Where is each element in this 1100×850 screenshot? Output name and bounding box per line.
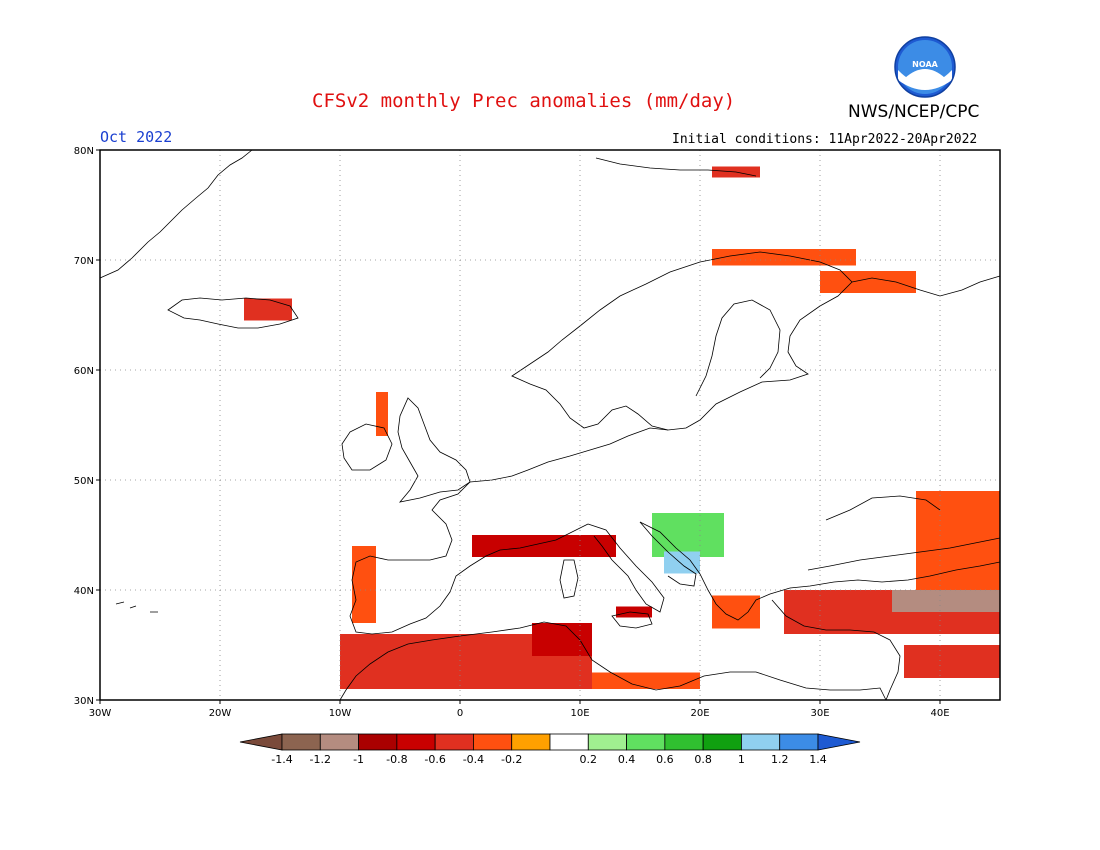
colorbar-label: 0.4 — [618, 753, 636, 766]
y-tick-label: 50N — [74, 476, 94, 487]
colorbar-label: -0.4 — [463, 753, 484, 766]
colorbar-label: 1 — [738, 753, 745, 766]
anomaly-region-norway-coast — [520, 304, 604, 359]
map-gridlines — [100, 150, 1000, 700]
noaa-logo-text: NOAA — [912, 60, 938, 69]
greenland-coastline — [99, 149, 253, 279]
anomaly-region-iceland-east — [244, 298, 292, 321]
colorbar-bin — [434, 733, 474, 751]
colorbar-bin — [358, 733, 398, 751]
colorbar-label: 0.8 — [694, 753, 712, 766]
anomaly-layer — [136, 166, 1000, 689]
map-title: CFSv2 monthly Prec anomalies (mm/day) — [312, 90, 736, 112]
balkans-coastline — [639, 521, 1001, 621]
y-tick-label: 60N — [74, 366, 94, 377]
great-britain-coastline — [397, 397, 471, 503]
russia-arctic-coastline — [851, 275, 1001, 297]
map-frame — [99, 149, 1001, 701]
colorbar-arrow-right — [817, 733, 861, 751]
organization-label: NWS/NCEP/CPC — [848, 102, 980, 122]
anomaly-region-kola-east — [820, 271, 916, 293]
colorbar-label: 0.6 — [656, 753, 674, 766]
colorbar-label: 0.2 — [580, 753, 598, 766]
colorbar-bin — [664, 733, 704, 751]
colorbar-bin — [549, 733, 589, 751]
anomaly-region-greece — [712, 595, 760, 629]
colorbar-bin — [281, 733, 321, 751]
colorbar-label: -0.8 — [386, 753, 407, 766]
north-africa-coastline — [339, 621, 887, 701]
anomaly-region-britain-france — [400, 447, 568, 491]
gulf-of-bothnia-coastline — [695, 299, 781, 397]
y-tick-label: 30N — [74, 696, 94, 707]
ireland-coastline — [341, 423, 393, 471]
y-tick-label: 70N — [74, 256, 94, 267]
x-tick-label: 20W — [209, 708, 232, 719]
turkey-south-coastline — [771, 599, 901, 701]
anomaly-region-sicily — [616, 606, 652, 618]
colorbar-bin — [511, 733, 551, 751]
noaa-logo: NOAA — [894, 36, 956, 98]
iceland-coastline — [167, 297, 299, 329]
colorbar-bin — [473, 733, 513, 751]
colorbar-bin — [741, 733, 781, 751]
axis-ticks: 30W 20W 10W 0 10E 20E 30E 40E 30N 40N 50N 60N 70N 80N — [74, 146, 950, 719]
colorbar-bin — [779, 733, 819, 751]
colorbar-label: -0.6 — [424, 753, 445, 766]
sicily-coastline — [611, 611, 653, 629]
sardinia-coastline — [559, 559, 579, 599]
x-tick-label: 20E — [690, 708, 709, 719]
svalbard-coastline — [595, 157, 757, 177]
anomaly-region-libya — [592, 672, 700, 689]
anomaly-region-tunisia — [532, 623, 592, 656]
anomaly-region-southern-france — [472, 535, 616, 557]
anomaly-region-levant — [904, 645, 1000, 678]
anomaly-region-russia-west — [772, 425, 856, 480]
italy-coastline — [587, 521, 697, 613]
x-tick-label: 10W — [329, 708, 352, 719]
colorbar: -1.4 -1.2 -1 -0.8 -0.6 -0.4 -0.2 0.2 0.4 0.6 0.8 1 1… — [239, 733, 861, 766]
x-tick-label: 10E — [570, 708, 589, 719]
colorbar-label: -1.4 — [271, 753, 292, 766]
x-tick-label: 30W — [89, 708, 112, 719]
anomaly-region-balkans-wet — [652, 513, 724, 557]
colorbar-arrow-left — [239, 733, 283, 751]
anomaly-region-ireland — [376, 392, 388, 436]
azores-islands — [115, 601, 158, 613]
anomaly-region-spain-west — [352, 546, 376, 623]
france-iberia-coastline — [349, 481, 589, 635]
colorbar-label: -1.2 — [310, 753, 331, 766]
x-tick-label: 0 — [457, 708, 463, 719]
x-tick-label: 30E — [810, 708, 829, 719]
colorbar-bin — [319, 733, 359, 751]
valid-month-label: Oct 2022 — [100, 128, 173, 146]
colorbar-label: 1.4 — [809, 753, 827, 766]
y-tick-label: 40N — [74, 586, 94, 597]
colorbar-label: -1 — [353, 753, 364, 766]
colorbar-bin — [626, 733, 666, 751]
anomaly-region-north-cape — [712, 249, 856, 266]
anomaly-region-sweden-central — [616, 337, 664, 392]
x-tick-label: 40E — [930, 708, 949, 719]
colorbar-bin — [396, 733, 436, 751]
anomaly-region-scandinavia-north — [604, 271, 748, 337]
coastline-layer — [99, 149, 1001, 701]
colorbar-label: 1.2 — [771, 753, 789, 766]
scandinavia-coastline — [511, 251, 853, 431]
black-sea-coastline — [807, 495, 1001, 571]
anomaly-region-adriatic-wet — [664, 551, 700, 574]
anomaly-region-greenland-east — [136, 194, 232, 238]
anomaly-region-turkey-east — [892, 590, 1000, 612]
y-tick-label: 80N — [74, 146, 94, 157]
initial-conditions-label: Initial conditions: 11Apr2022-20Apr2022 — [672, 132, 978, 147]
colorbar-bin — [587, 733, 627, 751]
colorbar-bin — [702, 733, 742, 751]
europe-atlantic-coastline — [469, 427, 669, 483]
colorbar-label: -0.2 — [501, 753, 522, 766]
